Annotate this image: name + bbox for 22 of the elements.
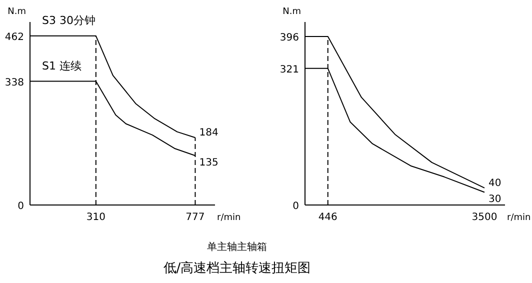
series-label: S3 30分钟 <box>42 14 96 27</box>
series-label: S1 连续 <box>42 59 82 72</box>
x-axis-title: r/min <box>507 213 531 223</box>
data-label: 184 <box>199 128 218 139</box>
y-tick-label: 462 <box>4 32 24 43</box>
x-tick-label: 777 <box>186 212 205 223</box>
text: 单主轴主轴箱 <box>207 241 267 253</box>
y-tick-label: 0 <box>18 201 24 212</box>
text: 低/高速档主轴转速扭矩图 <box>163 260 311 276</box>
data-label: 40 <box>488 178 502 189</box>
x-axis-title: r/min <box>217 213 241 223</box>
y-tick-label: 0 <box>292 201 299 212</box>
x-tick-label: 446 <box>318 212 338 223</box>
data-label: 135 <box>199 158 218 169</box>
y-tick-label: 338 <box>4 77 24 88</box>
x-tick-label: 310 <box>86 212 106 223</box>
y-axis-title: N.m <box>282 7 301 17</box>
x-tick-label: 3500 <box>472 212 498 223</box>
data-label: 30 <box>488 194 502 206</box>
y-axis-title: N.m <box>8 7 26 17</box>
y-tick-label: 321 <box>280 64 299 76</box>
y-tick-label: 396 <box>280 32 299 44</box>
